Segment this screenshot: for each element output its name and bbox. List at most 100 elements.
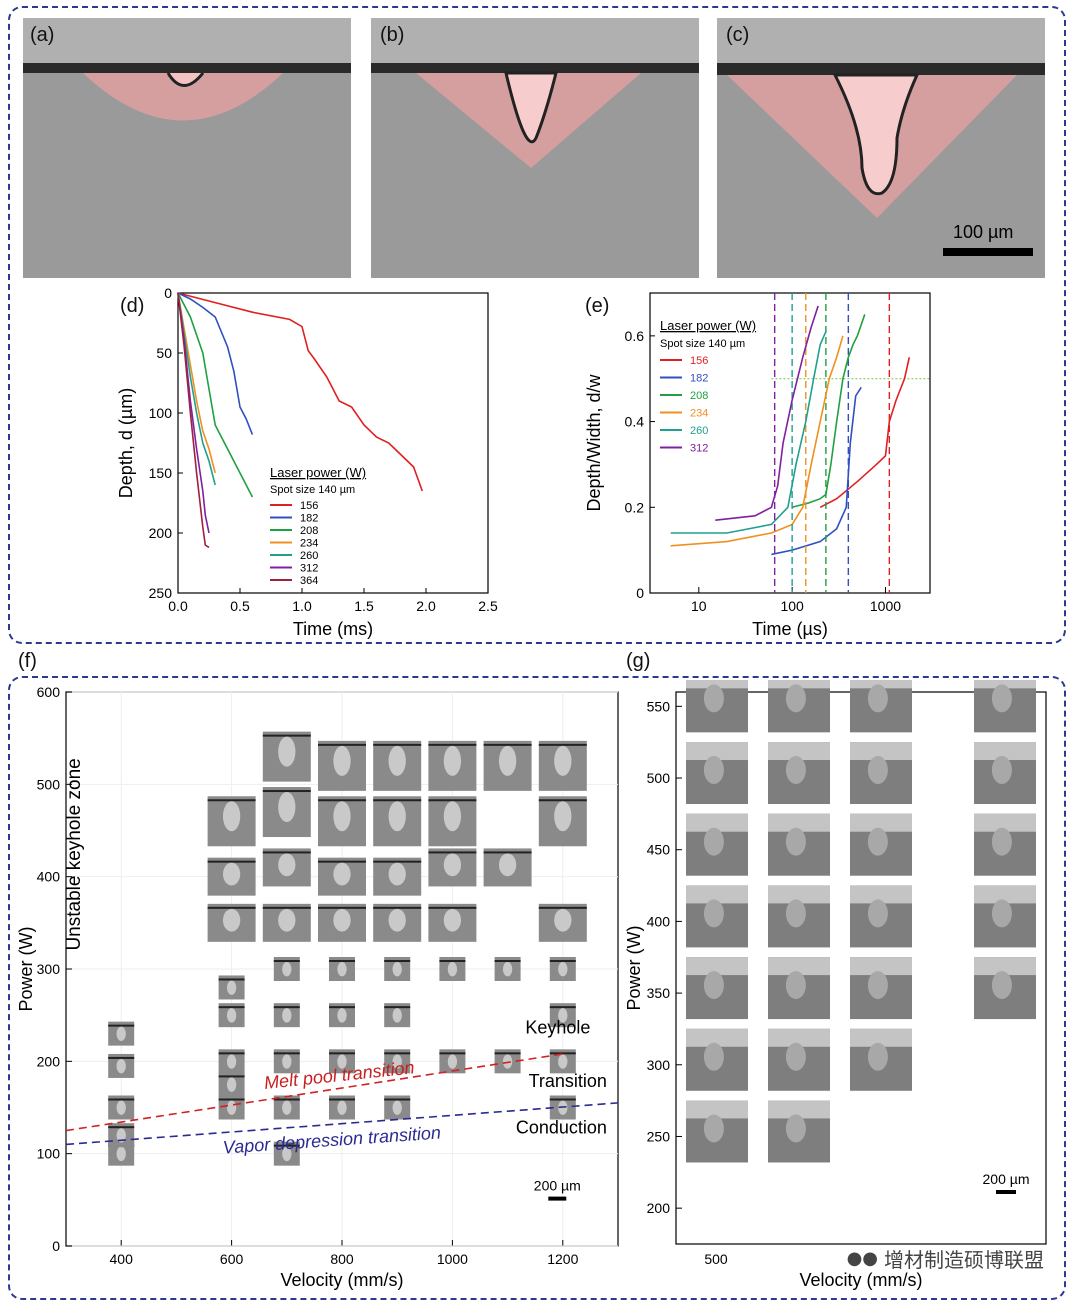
y-axis-label-d: Depth, d (µm) xyxy=(116,388,136,498)
thumbnail-pool-f xyxy=(333,745,351,776)
thumbnail-pool-g xyxy=(867,827,888,856)
thumbnail-pool-g xyxy=(785,1114,806,1143)
thumbnail-pool-f xyxy=(392,1100,402,1115)
thumbnail-powder-g xyxy=(850,742,912,761)
micrograph-thumbnail-f xyxy=(218,975,245,1000)
thumbnail-surface-f xyxy=(373,743,422,746)
thumbnail-surface-f xyxy=(318,799,366,802)
series-line-d-182 xyxy=(177,292,254,435)
thumbnail-powder-g xyxy=(686,1028,748,1047)
thumbnail-pool-f xyxy=(388,801,406,832)
y-tick-label-d: 250 xyxy=(149,585,173,601)
micrograph-thumbnail-f xyxy=(207,903,256,942)
thumbnail-pool-g xyxy=(785,899,806,928)
thumbnail-powder-g xyxy=(850,680,912,689)
y-tick-label-e: 0 xyxy=(636,585,644,601)
thumbnail-pool-f xyxy=(447,962,458,977)
y-tick-label-g: 350 xyxy=(647,985,671,1001)
y-tick-label-d: 100 xyxy=(149,405,173,421)
micrograph-thumbnail-g xyxy=(974,813,1036,876)
thumbnail-surface-f xyxy=(549,1052,576,1055)
micrograph-thumbnail-f xyxy=(373,857,422,896)
micrograph-thumbnail-f xyxy=(373,740,422,791)
micrograph-thumbnail-f xyxy=(483,848,532,887)
thumbnail-pool-f xyxy=(116,1026,126,1042)
scale-bar-f xyxy=(548,1196,567,1201)
thumbnail-pool-f xyxy=(502,962,513,977)
y-tick-label-f: 600 xyxy=(37,684,61,700)
legend-item-e: 260 xyxy=(690,425,708,437)
thumbnail-surface-f xyxy=(483,851,532,854)
thumbnail-pool-f xyxy=(222,862,241,886)
micrograph-thumbnail-g xyxy=(686,680,748,733)
micrograph-thumbnail-g xyxy=(686,1100,748,1163)
thumbnail-powder-g xyxy=(686,813,748,832)
micrograph-thumbnail-f xyxy=(218,1049,245,1074)
y-tick-label-e: 0.6 xyxy=(625,328,645,344)
thumbnail-surface-f xyxy=(207,799,256,802)
thumbnail-surface-f xyxy=(538,743,587,746)
thumbnail-pool-g xyxy=(703,899,724,928)
thumbnail-powder-g xyxy=(768,742,830,761)
thumbnail-pool-f xyxy=(282,1054,292,1069)
thumbnail-pool-f xyxy=(116,1146,126,1162)
thumbnail-pool-g xyxy=(785,684,806,713)
y-tick-label-e: 0.4 xyxy=(625,414,645,430)
micrograph-thumbnail-f xyxy=(108,1053,135,1078)
series-line-e-156 xyxy=(819,357,911,508)
x-tick-label-f: 600 xyxy=(220,1251,244,1267)
thumbnail-pool-f xyxy=(116,1100,126,1115)
micrograph-thumbnail-f xyxy=(549,1003,576,1028)
micrograph-thumbnail-f xyxy=(549,957,576,981)
micrograph-thumbnail-f xyxy=(273,1003,300,1028)
x-tick-label-d: 2.5 xyxy=(478,598,498,614)
micrograph-thumbnail-g xyxy=(686,957,748,1020)
zone-label-unstable-keyhole: Unstable keyhole zone xyxy=(64,758,85,950)
watermark-text: 增材制造硕博联盟 xyxy=(884,1248,1044,1272)
thumbnail-pool-g xyxy=(867,1042,888,1071)
micrograph-thumbnail-f xyxy=(384,1003,411,1028)
micrograph-thumbnail-g xyxy=(850,742,912,805)
thumbnail-surface-f xyxy=(262,734,311,737)
wechat-icon: ●● xyxy=(846,1248,878,1269)
scale-bar-label-g: 200 µm xyxy=(983,1171,1030,1187)
thumbnail-surface-f xyxy=(384,960,411,962)
y-tick-label-g: 500 xyxy=(647,770,671,786)
micrograph-thumbnail-f xyxy=(318,740,366,791)
legend-item-d: 234 xyxy=(300,538,318,550)
x-tick-label-d: 2.0 xyxy=(416,598,436,614)
y-axis-label-g: Power (W) xyxy=(624,926,644,1011)
series-line-d-234 xyxy=(177,292,216,474)
micrograph-thumbnail-f xyxy=(108,1123,135,1148)
micrograph-thumbnail-f xyxy=(329,1003,355,1028)
micrograph-thumbnail-f xyxy=(108,1021,135,1046)
scale-bar-g xyxy=(996,1190,1016,1194)
micrograph-thumbnail-f xyxy=(273,1141,300,1166)
micrograph-b-drawing xyxy=(371,18,699,168)
legend-title-d: Laser power (W) xyxy=(270,465,366,480)
thumbnail-surface-f xyxy=(108,1098,135,1101)
series-line-e-312 xyxy=(715,305,819,521)
top-panel-frame xyxy=(8,6,1066,644)
micrograph-thumbnail-g xyxy=(686,1028,748,1091)
thumbnail-powder-g xyxy=(974,680,1036,689)
plot-area-e xyxy=(649,292,931,594)
legend-item-e: 208 xyxy=(690,390,708,402)
micrograph-thumbnail-f xyxy=(439,1049,466,1074)
panel-label-d: (d) xyxy=(120,295,145,317)
scale-bar-label-f: 200 µm xyxy=(534,1178,581,1194)
thumbnail-surface-f xyxy=(329,960,355,962)
legend-item-e: 182 xyxy=(690,373,708,385)
thumbnail-surface-f xyxy=(538,906,587,909)
thumbnail-pool-f xyxy=(498,745,517,776)
thumbnail-pool-g xyxy=(785,1042,806,1071)
micrograph-thumbnail-f xyxy=(483,740,532,791)
thumbnail-pool-g xyxy=(867,756,888,785)
thumbnail-powder-g xyxy=(768,813,830,832)
series-line-d-364 xyxy=(177,292,210,549)
thumbnail-pool-f xyxy=(226,1077,237,1092)
thumbnail-pool-f xyxy=(337,1054,347,1069)
x-tick-label-f: 800 xyxy=(330,1251,354,1267)
thumbnail-powder-g xyxy=(686,680,748,689)
chart-f: 400 600 800 1000 1200 0 100 200 300 400 500 600 Velo… xyxy=(16,684,619,1290)
